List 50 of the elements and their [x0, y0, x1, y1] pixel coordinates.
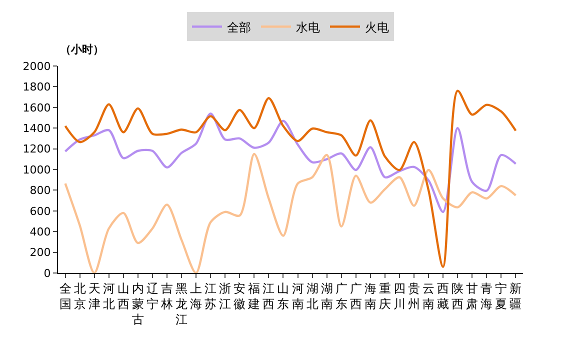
- legend-label: 水电: [296, 20, 320, 34]
- y-tick-label: 600: [30, 204, 51, 218]
- x-tick-label: 河北: [102, 281, 115, 311]
- line-series: [64, 112, 517, 214]
- y-tick-label: 400: [30, 225, 51, 238]
- x-tick-label: 北京: [74, 281, 86, 311]
- x-tick-label: 福建: [247, 281, 260, 311]
- x-tick-label: 黑龙江: [176, 281, 188, 327]
- x-tick-label: 宁夏: [495, 281, 508, 311]
- x-tick-label: 江西: [262, 281, 275, 311]
- x-tick-label: 河南: [292, 281, 304, 311]
- x-tick-label: 天津: [88, 281, 100, 311]
- line-series: [64, 90, 517, 268]
- x-tick-label: 西藏: [437, 281, 450, 311]
- y-tick-label: 1400: [22, 122, 51, 135]
- y-tick-label: 0: [44, 266, 51, 280]
- x-tick-label: 内蒙古: [132, 281, 144, 327]
- y-tick-label: 1600: [22, 101, 51, 114]
- x-tick-label: 浙江: [219, 281, 232, 311]
- y-tick-label: 800: [30, 184, 51, 198]
- x-tick-label: 吉林: [160, 281, 173, 311]
- x-tick-label: 甘肃: [466, 281, 478, 311]
- x-tick-label: 辽宁: [146, 281, 158, 311]
- y-axis-title: （小时）: [60, 43, 104, 56]
- x-tick-label: 湖北: [306, 281, 318, 311]
- x-tick-label: 四川: [393, 281, 406, 311]
- x-tick-label: 山西: [117, 281, 130, 311]
- legend-label: 火电: [365, 20, 389, 34]
- x-tick-label: 江苏: [204, 281, 217, 311]
- x-tick-label: 海南: [364, 281, 376, 311]
- x-tick-label: 广东: [335, 281, 348, 311]
- x-tick-label: 山东: [277, 281, 290, 311]
- x-tick-label: 陕西: [452, 281, 464, 311]
- x-tick-label: 全国: [59, 281, 72, 311]
- x-tick-label: 重庆: [378, 281, 391, 311]
- x-tick-label: 青海: [480, 281, 493, 311]
- y-tick-label: 1000: [22, 163, 51, 176]
- x-tick-label: 安徽: [234, 281, 246, 311]
- x-tick-label: 云南: [422, 281, 435, 311]
- x-tick-label: 广西: [350, 281, 362, 311]
- x-tick-label: 湖南: [320, 281, 333, 311]
- y-tick-label: 1200: [22, 142, 51, 156]
- x-tick-label: 上海: [190, 281, 202, 311]
- line-series: [64, 152, 517, 273]
- x-tick-label: 新疆: [510, 281, 522, 311]
- x-tick-label: 贵州: [408, 281, 420, 311]
- y-tick-label: 1800: [22, 80, 51, 94]
- legend-label: 全部: [227, 20, 251, 34]
- y-tick-label: 200: [30, 246, 51, 260]
- y-tick-label: 2000: [22, 60, 51, 73]
